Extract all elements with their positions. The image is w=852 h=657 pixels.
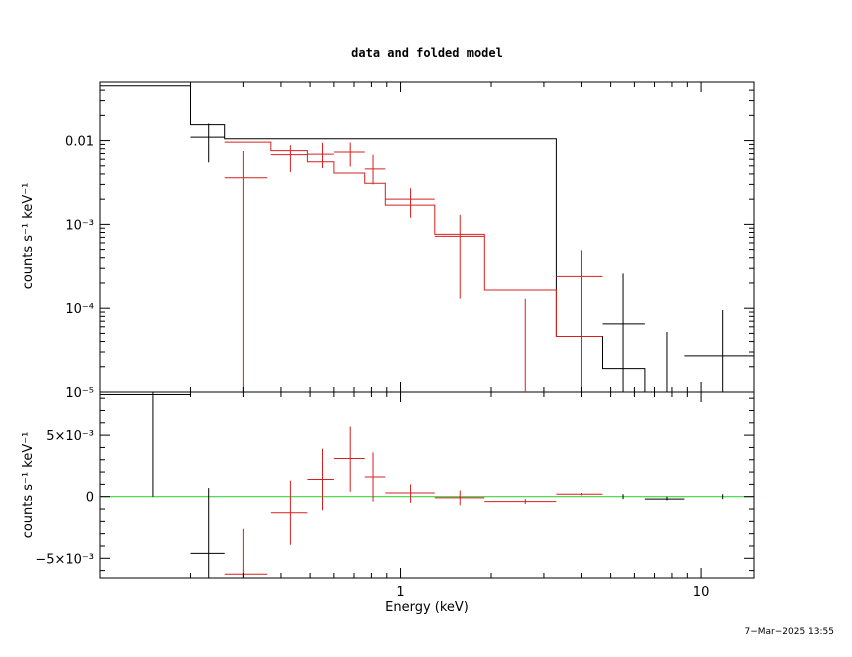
data-point bbox=[225, 151, 267, 392]
model-step-line bbox=[100, 86, 665, 392]
top-y-tick-label: 10⁻³ bbox=[65, 218, 94, 233]
top-y-tick-label: 10⁻⁴ bbox=[65, 302, 94, 317]
bottom-y-tick-label: 5×10⁻³ bbox=[46, 429, 94, 444]
data-point bbox=[435, 215, 485, 299]
x-tick-label: 10 bbox=[693, 585, 710, 600]
data-point bbox=[100, 392, 190, 497]
data-point bbox=[334, 142, 365, 166]
model-step-line bbox=[225, 142, 603, 336]
data-point bbox=[645, 497, 685, 501]
data-point bbox=[484, 499, 556, 504]
model-layer bbox=[100, 86, 665, 392]
data-point bbox=[556, 493, 602, 495]
panel-frame-top bbox=[100, 82, 754, 392]
top-y-tick-label: 0.01 bbox=[65, 135, 94, 150]
data-point bbox=[385, 484, 434, 502]
panel-frame-bottom bbox=[100, 392, 754, 578]
data-point bbox=[603, 273, 645, 392]
top-y-axis-label: counts s⁻¹ keV⁻¹ bbox=[21, 183, 36, 290]
data-point bbox=[684, 310, 754, 392]
data-point bbox=[190, 123, 224, 162]
data-point bbox=[307, 449, 333, 511]
data-point bbox=[334, 426, 365, 491]
x-axis-label: Energy (keV) bbox=[385, 600, 469, 615]
data-point bbox=[271, 145, 308, 172]
bottom-y-tick-label: −5×10⁻³ bbox=[35, 552, 94, 567]
data-point bbox=[307, 143, 333, 168]
data-layer bbox=[100, 123, 754, 578]
chart-title: data and folded model bbox=[351, 46, 503, 60]
data-point bbox=[365, 155, 386, 185]
data-point bbox=[225, 529, 267, 578]
x-tick-label: 1 bbox=[396, 585, 404, 600]
bottom-y-tick-label: 0 bbox=[86, 491, 94, 506]
timestamp: 7−Mar−2025 13:55 bbox=[745, 627, 835, 637]
top-y-tick-label: 10⁻⁵ bbox=[65, 386, 94, 401]
data-point bbox=[665, 332, 668, 392]
data-point bbox=[190, 488, 224, 578]
tick-layer: 1 10 0.01 10⁻³ 10⁻⁴ 10⁻⁵ −5×10⁻³ 0 5×10⁻³ bbox=[35, 82, 754, 600]
plot-frames bbox=[100, 82, 754, 578]
bottom-y-axis-label: counts s⁻¹ keV⁻¹ bbox=[21, 432, 36, 539]
data-point bbox=[435, 491, 485, 506]
data-point bbox=[365, 452, 386, 501]
data-point bbox=[271, 481, 308, 545]
data-point bbox=[556, 250, 602, 392]
data-point bbox=[385, 188, 434, 218]
